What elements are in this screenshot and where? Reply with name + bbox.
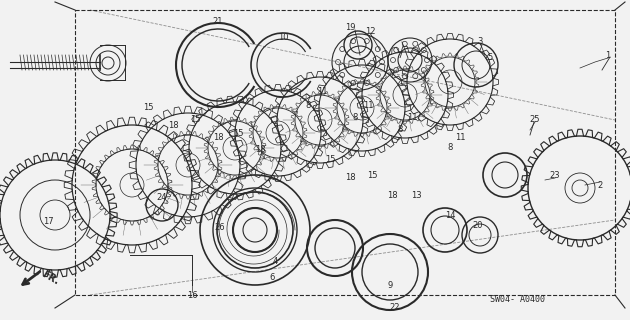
Text: 23: 23 (550, 171, 560, 180)
Text: 15: 15 (143, 103, 153, 113)
Text: 18: 18 (345, 173, 355, 182)
Text: 10: 10 (278, 34, 289, 43)
Text: 1: 1 (605, 51, 610, 60)
Text: 6: 6 (269, 274, 275, 283)
Text: 8: 8 (447, 143, 453, 153)
Text: 8: 8 (352, 114, 358, 123)
Text: 15: 15 (324, 156, 335, 164)
Text: 16: 16 (186, 291, 197, 300)
Text: 2: 2 (597, 180, 603, 189)
Text: 26: 26 (215, 223, 226, 233)
Text: 12: 12 (365, 28, 375, 36)
Bar (75, 10, 615, 295)
Text: 9: 9 (387, 281, 392, 290)
Text: 19: 19 (345, 23, 355, 33)
Text: 5: 5 (488, 53, 493, 62)
Text: 18: 18 (387, 190, 398, 199)
Text: 8: 8 (398, 125, 403, 134)
Text: 18: 18 (255, 146, 265, 155)
Text: 11: 11 (455, 133, 465, 142)
Text: 4: 4 (272, 258, 278, 267)
Text: 15: 15 (367, 171, 377, 180)
Text: 21: 21 (213, 18, 223, 27)
Text: 18: 18 (168, 121, 178, 130)
Text: SW04- A0400: SW04- A0400 (490, 295, 545, 305)
Text: 15: 15 (190, 116, 200, 124)
Text: FR.: FR. (40, 269, 60, 287)
Text: 11: 11 (317, 87, 327, 97)
Text: 22: 22 (390, 303, 400, 313)
Text: 25: 25 (530, 116, 541, 124)
Text: 13: 13 (411, 190, 421, 199)
Text: 8: 8 (306, 100, 311, 109)
Text: 18: 18 (213, 133, 223, 142)
Text: 15: 15 (232, 129, 243, 138)
Text: 20: 20 (472, 220, 483, 229)
Text: 11: 11 (363, 100, 373, 109)
Text: 17: 17 (43, 218, 54, 227)
Text: 7: 7 (398, 51, 403, 60)
Text: 3: 3 (478, 37, 483, 46)
Text: 24: 24 (157, 194, 167, 203)
Text: 14: 14 (445, 211, 455, 220)
Text: 11: 11 (407, 114, 417, 123)
